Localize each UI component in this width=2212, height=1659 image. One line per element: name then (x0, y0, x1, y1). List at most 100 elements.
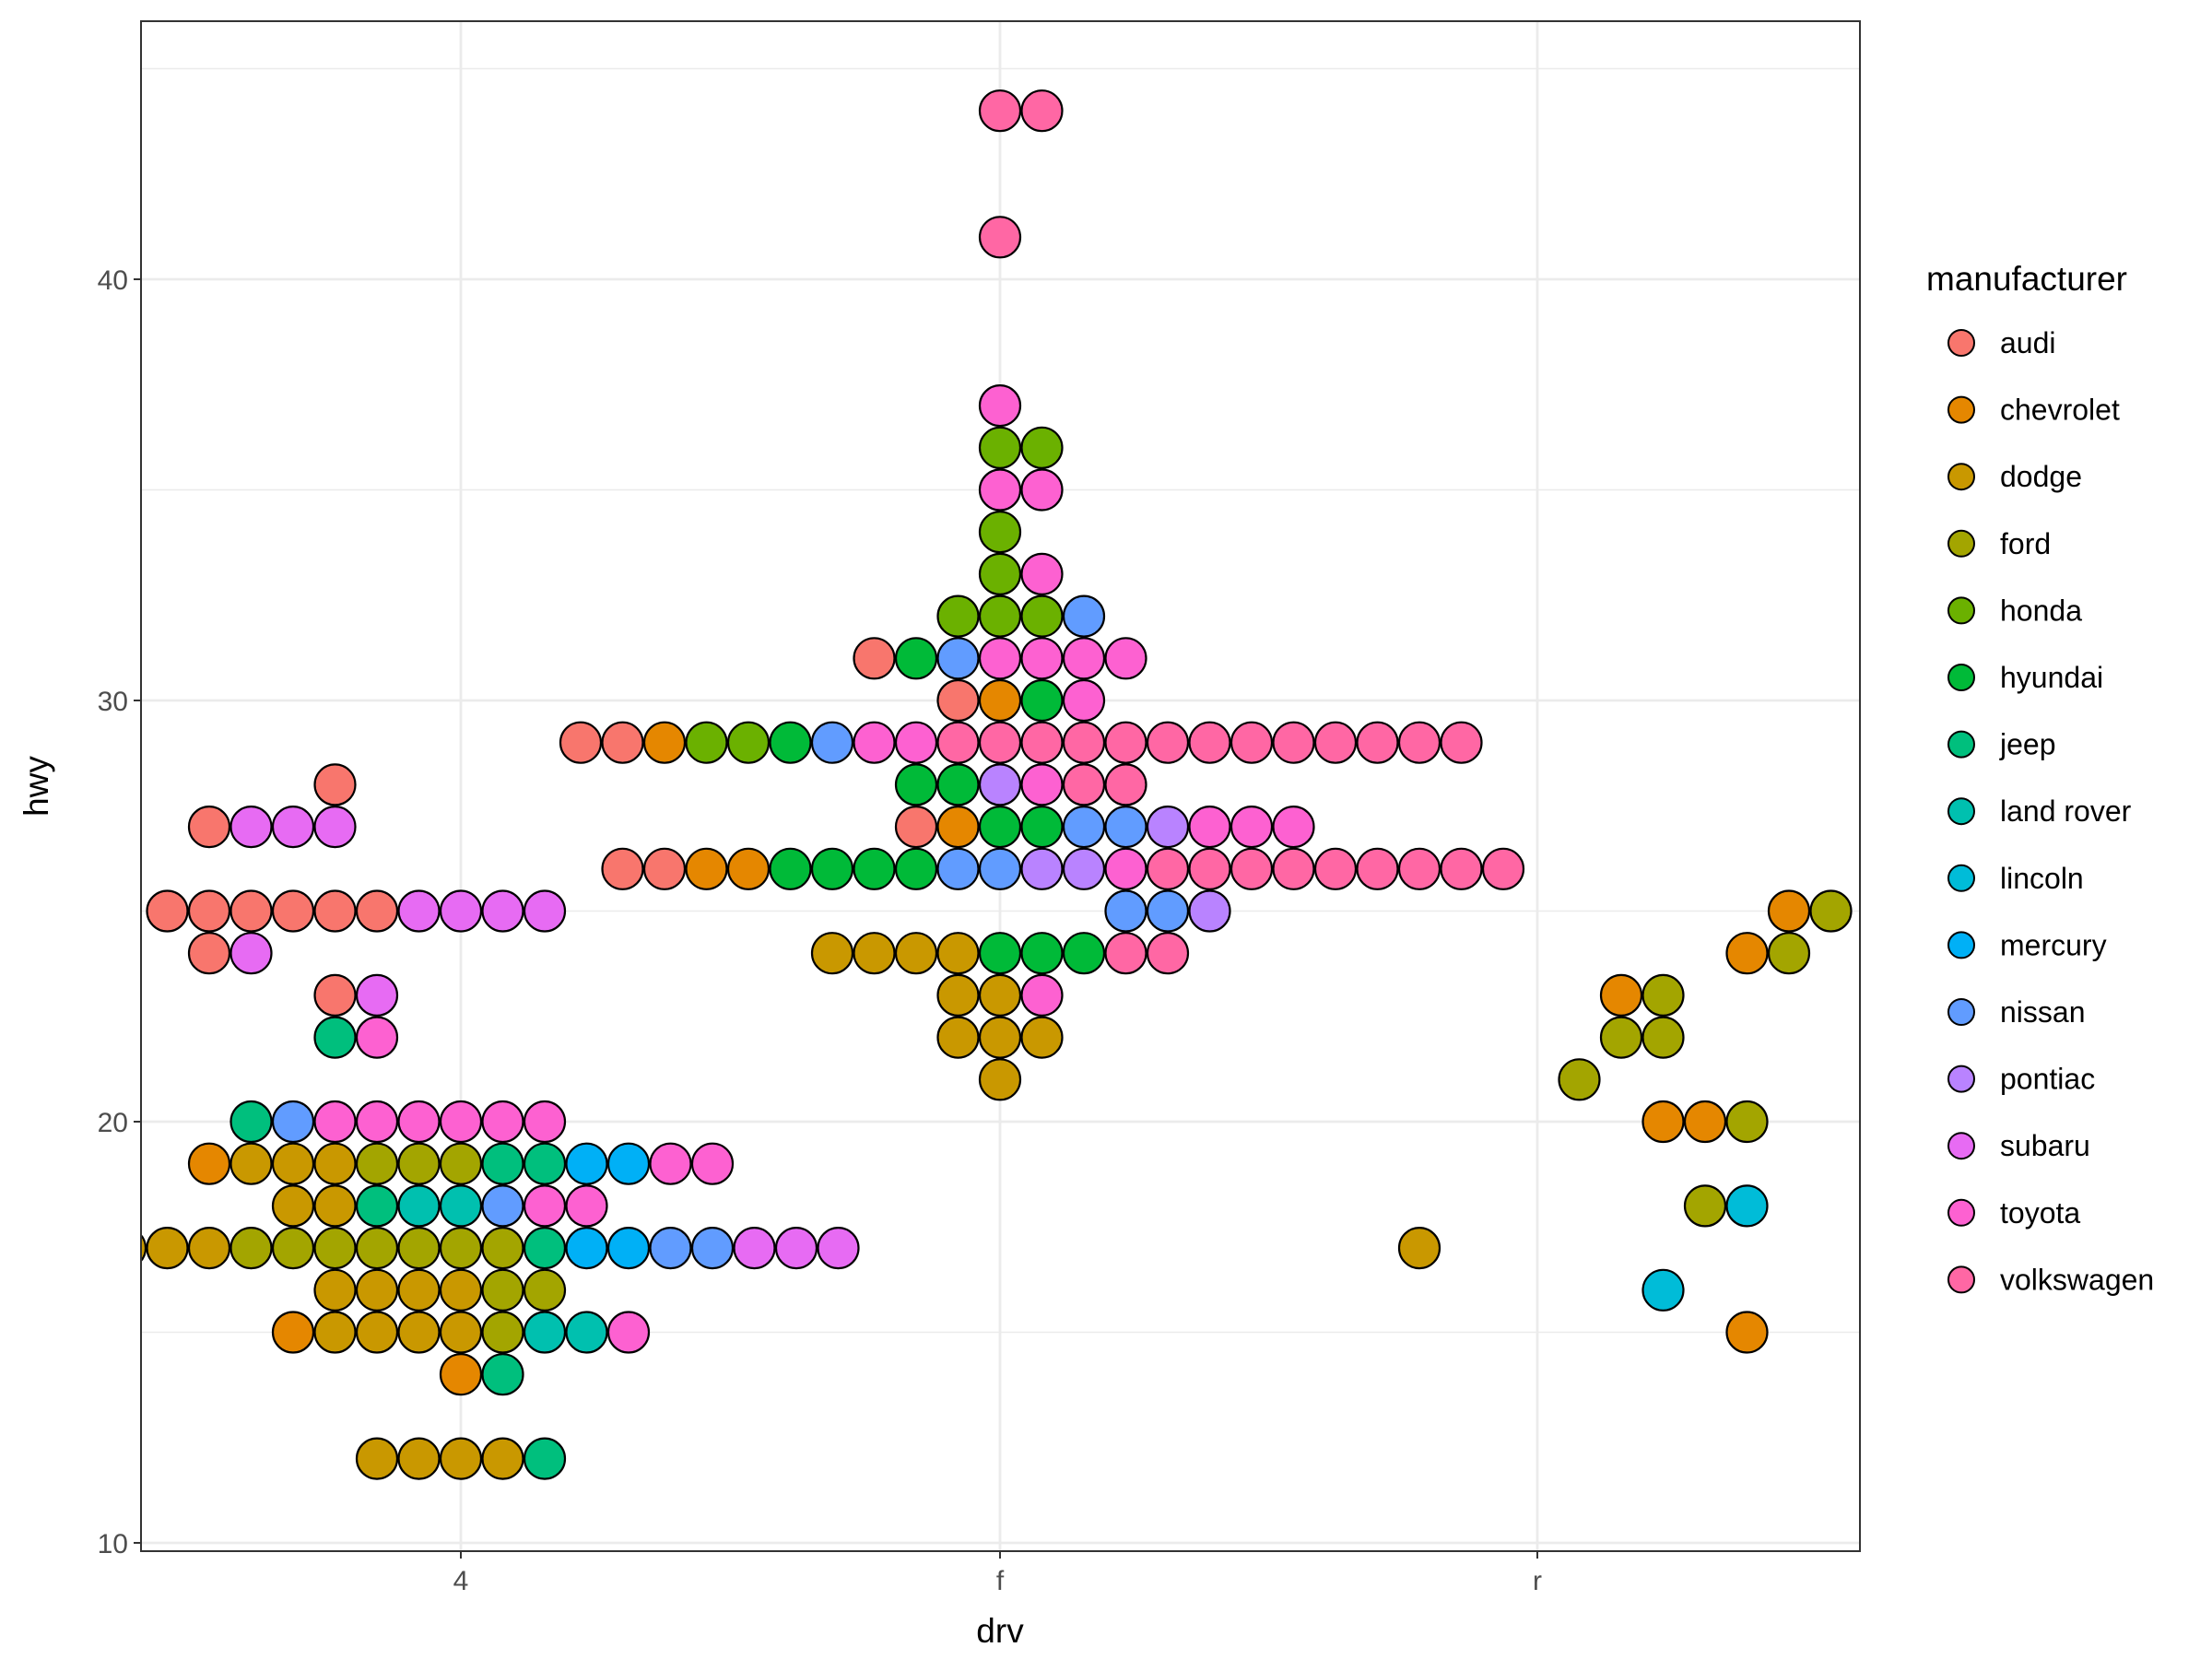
legend-key (1947, 1065, 1975, 1093)
point-hyundai (853, 847, 896, 890)
y-tick-label: 10 (98, 1529, 128, 1559)
point-toyota (355, 1100, 399, 1144)
legend-label: nissan (2000, 995, 2086, 1029)
point-ford (229, 1226, 273, 1270)
point-volkswagen (1313, 847, 1358, 890)
point-nissan (936, 637, 980, 680)
legend-item-chevrolet: chevrolet (1947, 394, 2120, 427)
point-dodge (936, 932, 980, 975)
legend-key (1947, 864, 1975, 892)
point-subaru (481, 889, 524, 933)
legend-key (1947, 664, 1975, 691)
point-volkswagen (1481, 847, 1525, 890)
point-dodge (355, 1311, 399, 1354)
legend-label: land rover (2000, 794, 2132, 828)
point-hyundai (1020, 805, 1064, 849)
legend-key (1947, 463, 1975, 491)
legend-key (1947, 797, 1975, 826)
point-mercury (606, 1226, 651, 1270)
point-jeep (523, 1142, 567, 1185)
legend-item-lincoln: lincoln (1947, 862, 2084, 895)
point-subaru (229, 932, 273, 975)
legend-label: jeep (1999, 728, 2056, 761)
point-chevrolet (1725, 1311, 1769, 1354)
point-dodge (936, 973, 980, 1018)
point-jeep (229, 1100, 273, 1144)
point-chevrolet (978, 678, 1022, 723)
point-toyota (978, 637, 1022, 680)
point-dodge (141, 1233, 147, 1263)
legend-key (1947, 1198, 1975, 1227)
point-volkswagen (1146, 847, 1190, 890)
x-tick-label: 4 (453, 1566, 469, 1596)
point-chevrolet (1725, 932, 1769, 975)
legend-key (1947, 998, 1975, 1026)
point-nissan (649, 1226, 692, 1270)
point-subaru (439, 889, 483, 933)
point-toyota (1062, 678, 1106, 723)
point-audi (187, 889, 231, 933)
point-volkswagen (936, 721, 980, 764)
point-toyota (523, 1184, 567, 1228)
legend-label: dodge (2000, 460, 2082, 493)
legend-label: lincoln (2000, 862, 2084, 895)
point-toyota (481, 1100, 524, 1144)
point-land-rover (397, 1184, 441, 1228)
data-points (141, 89, 1853, 1480)
point-honda (685, 721, 728, 764)
point-jeep (523, 1437, 567, 1480)
point-honda (978, 594, 1022, 638)
point-jeep (523, 1226, 567, 1270)
point-land-rover (565, 1311, 608, 1354)
point-ford (481, 1226, 524, 1270)
point-audi (601, 847, 644, 890)
point-jeep (313, 1016, 357, 1059)
point-toyota (690, 1142, 735, 1185)
point-volkswagen (978, 721, 1022, 764)
point-dodge (313, 1142, 357, 1185)
point-honda (978, 511, 1022, 554)
point-toyota (397, 1100, 441, 1144)
point-ford (271, 1226, 315, 1270)
point-ford (523, 1268, 567, 1312)
point-subaru (733, 1226, 776, 1270)
point-dodge (229, 1142, 273, 1185)
point-volkswagen (1230, 721, 1274, 764)
point-toyota (1020, 973, 1064, 1018)
point-dodge (978, 973, 1022, 1018)
y-tick-label: 40 (98, 265, 128, 296)
point-honda (1020, 426, 1064, 469)
point-toyota (894, 721, 938, 764)
point-chevrolet (187, 1142, 231, 1185)
point-nissan (810, 721, 854, 764)
legend-key (1947, 395, 1975, 424)
point-dodge (1020, 1016, 1064, 1059)
point-toyota (978, 384, 1022, 428)
point-mercury (606, 1142, 651, 1185)
point-subaru (355, 973, 399, 1018)
point-toyota (1188, 805, 1231, 849)
point-chevrolet (936, 805, 980, 849)
legend-item-dodge: dodge (1947, 460, 2082, 493)
point-hyundai (894, 763, 938, 806)
point-volkswagen (1397, 721, 1441, 764)
point-toyota (439, 1100, 483, 1144)
point-dodge (978, 1016, 1022, 1059)
point-mercury (565, 1226, 608, 1270)
point-nissan (1104, 805, 1147, 849)
legend-item-toyota: toyota (1947, 1196, 2080, 1230)
point-dodge (146, 1226, 189, 1270)
point-toyota (1104, 637, 1147, 680)
point-toyota (1062, 637, 1106, 680)
legend-key (1947, 1265, 1975, 1294)
point-lincoln (1725, 1184, 1769, 1228)
y-tick-label: 30 (98, 687, 128, 717)
point-chevrolet (1599, 973, 1643, 1018)
point-audi (187, 932, 231, 975)
point-dodge (397, 1437, 441, 1480)
point-dodge (439, 1268, 483, 1312)
point-dodge (271, 1184, 315, 1228)
point-nissan (481, 1184, 524, 1228)
point-ford (355, 1226, 399, 1270)
point-chevrolet (685, 847, 728, 890)
